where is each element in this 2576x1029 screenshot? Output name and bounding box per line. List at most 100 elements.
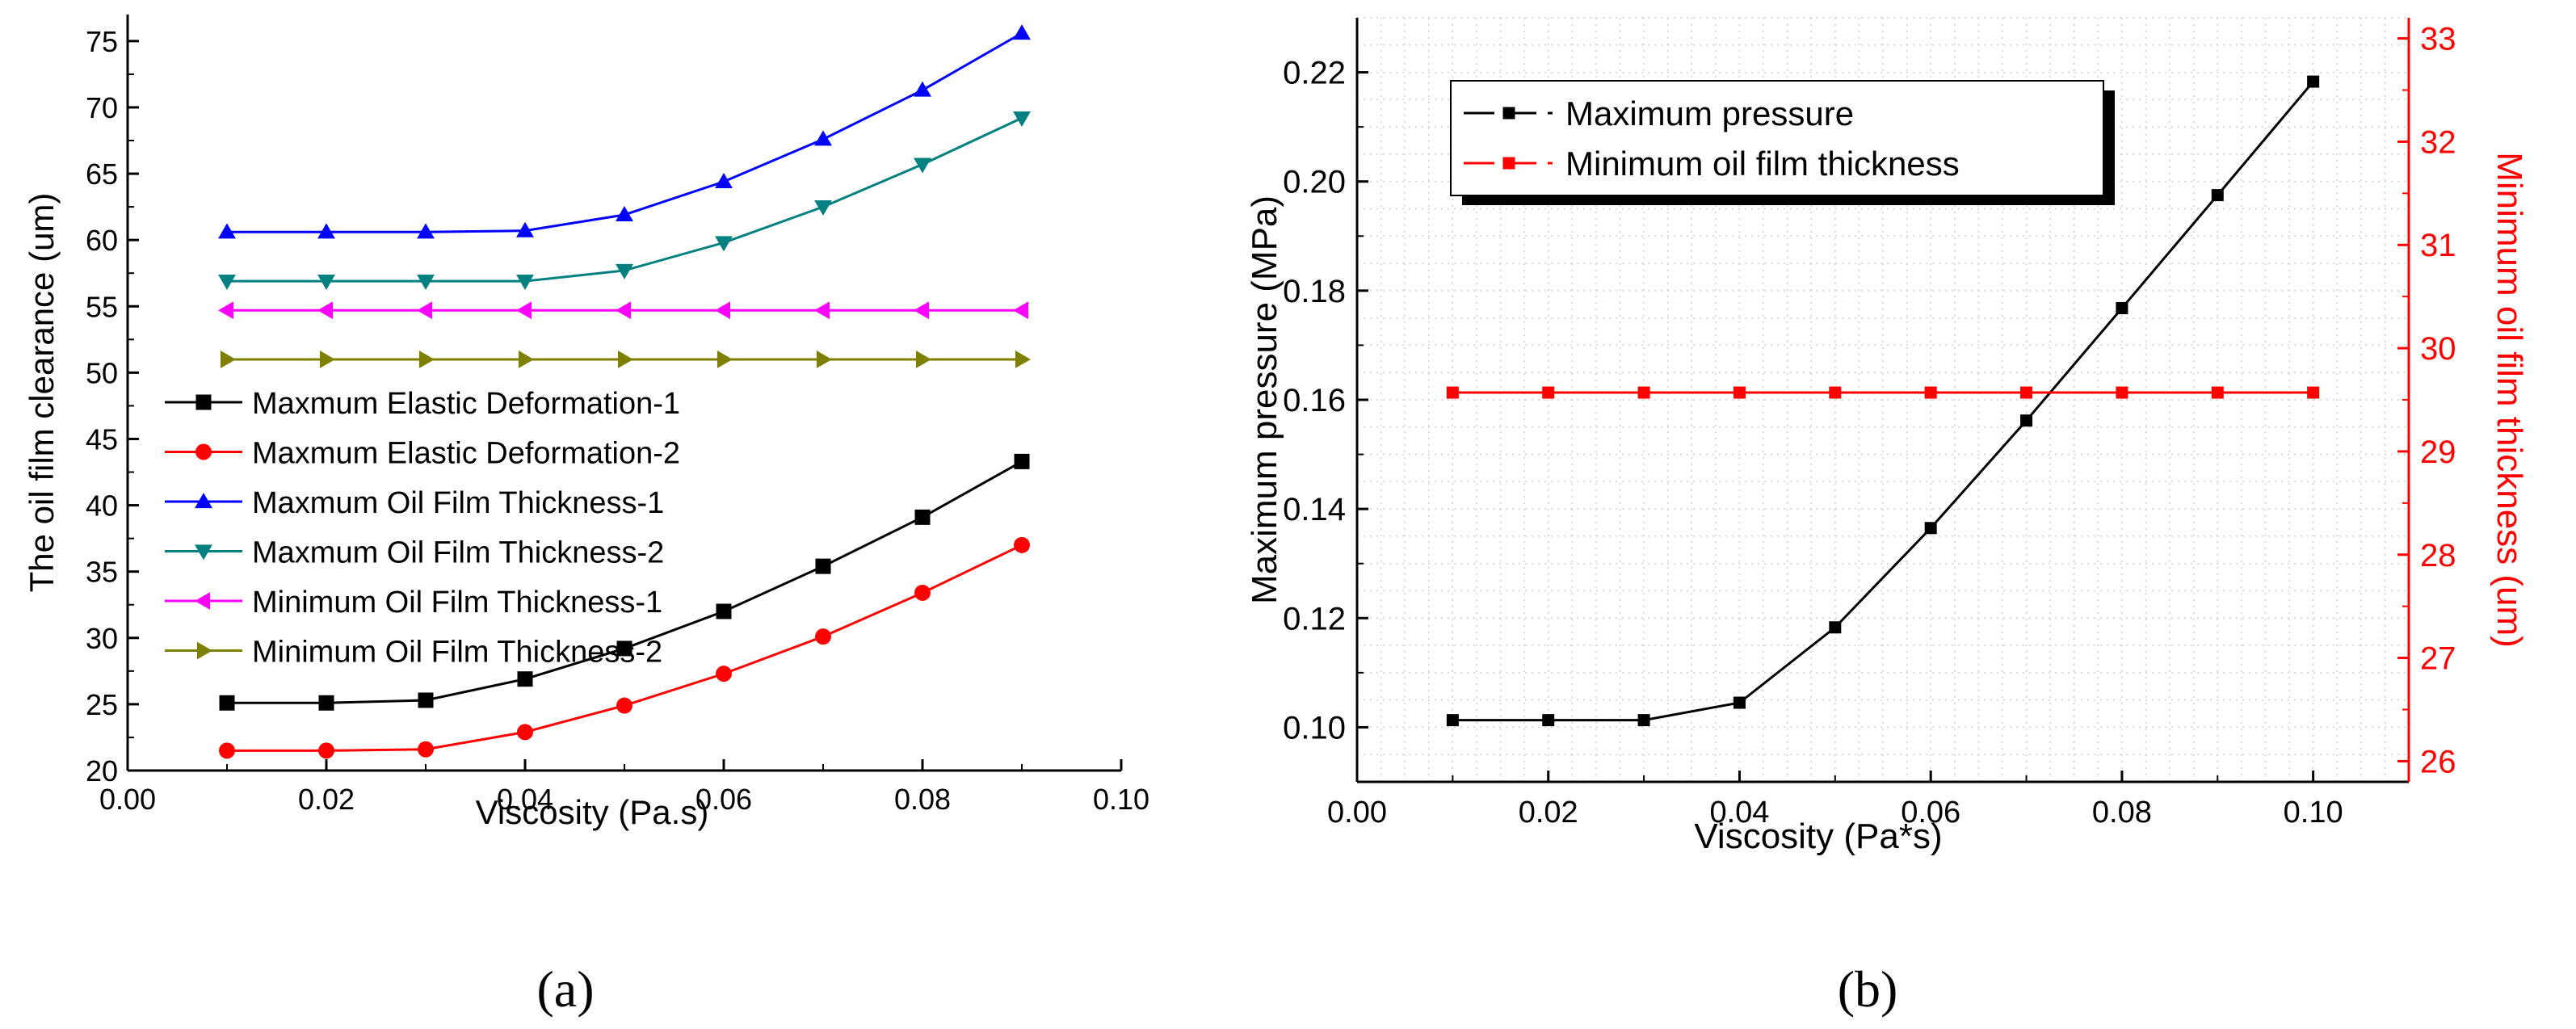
chart-b-legend-label-0: Maximum pressure (1565, 94, 1854, 132)
chart-a-x-tick-label-2: 0.04 (497, 783, 553, 816)
chart-b-y-tick-label-3: 0.16 (1283, 383, 1346, 418)
chart-a-panel-label: (a) (536, 960, 594, 1018)
chart-b-series-1-point-8 (2211, 386, 2224, 399)
chart-a-series-4 (218, 301, 1029, 320)
chart-a-x-tick-label-5: 0.10 (1093, 783, 1149, 816)
chart-b-series-1-point-9 (2307, 386, 2320, 399)
chart-a-series-4-point-1 (317, 301, 334, 320)
chart-b-panel-label: (b) (1838, 960, 1898, 1018)
chart-a-series-3-point-6 (814, 200, 832, 216)
chart-b-y2-tick-label-6: 32 (2420, 124, 2456, 160)
chart-a-legend-label-5: Minimum Oil Film Thickness-2 (252, 636, 662, 670)
chart-a-series-4-point-8 (1013, 301, 1029, 320)
chart-b-y-tick-label-4: 0.18 (1283, 274, 1346, 309)
chart-a-y-tick-label-3: 35 (86, 556, 118, 589)
chart-a-series-4-point-2 (417, 301, 433, 320)
chart-a-series-2-point-0 (218, 223, 236, 239)
chart-b-x-tick-label-2: 0.04 (1709, 796, 1769, 830)
chart-a-y-tick-label-4: 40 (86, 489, 118, 523)
chart-a-legend-marker-4 (195, 592, 211, 610)
chart-a-legend-marker-5 (196, 641, 212, 660)
chart-b-legend-marker-1 (1502, 157, 1515, 170)
chart-b-x-axis-label: Viscosity (Pa*s) (1694, 817, 1942, 856)
chart-a-y-tick-label-11: 75 (86, 25, 118, 58)
chart-b-y2-tick-label-1: 27 (2420, 641, 2456, 677)
chart-a-y-tick-label-8: 60 (86, 224, 118, 257)
chart-b-legend-box (1450, 80, 2104, 196)
chart-b-y2-tick-label-2: 28 (2420, 538, 2456, 573)
chart-a-y-tick-label-7: 55 (86, 290, 118, 323)
chart-b-series-0-point-1 (1542, 714, 1555, 727)
chart-a-series-1-point-8 (1014, 536, 1030, 553)
chart-a-legend: Maxmum Elastic Deformation-1 Maxmum Elast… (165, 387, 680, 670)
chart-b-legend: Maximum pressure Minimum oil film thickne… (1450, 80, 2115, 205)
chart-a-series-0-point-2 (418, 692, 434, 708)
chart-a-series-1-point-2 (418, 741, 434, 758)
chart-b-series-1-point-7 (2116, 386, 2128, 399)
chart-a-series-2 (218, 24, 1031, 239)
chart-a-series-2-point-4 (616, 206, 633, 222)
chart-a-legend-marker-3 (195, 544, 212, 561)
chart-a-y-tick-label-0: 20 (86, 754, 118, 788)
chart-b-series-0-point-9 (2307, 75, 2320, 88)
chart-b-series-1-point-2 (1637, 386, 1650, 399)
chart-a-legend-marker-2 (195, 493, 212, 509)
chart-a-series-3-point-2 (417, 274, 435, 290)
chart-a-series-0-point-3 (517, 671, 533, 687)
chart-a-legend-marker-0 (195, 394, 212, 410)
chart-a-legend-label-2: Maxmum Oil Film Thickness-1 (252, 486, 664, 520)
chart-a-series-5-point-0 (220, 351, 236, 368)
chart-a-series-5-point-6 (816, 351, 832, 368)
chart-a-x-tick-label-3: 0.06 (695, 783, 752, 816)
chart-b-legend-marker-0 (1502, 107, 1515, 120)
chart-a-series-0-point-4 (616, 640, 632, 657)
chart-b-y-tick-label-1: 0.12 (1283, 601, 1346, 636)
chart-a-series-1-point-6 (815, 628, 831, 645)
chart-a-x-tick-label-1: 0.02 (298, 783, 355, 816)
chart-b-series-0-point-3 (1733, 696, 1746, 709)
chart-a-series-5-point-7 (915, 351, 931, 368)
chart-b-y-tick-label-0: 0.10 (1283, 710, 1346, 746)
chart-a-series-1-point-3 (517, 724, 533, 741)
chart-a-series-5 (220, 351, 1031, 368)
chart-a-series-4-point-5 (715, 301, 731, 320)
chart-a-series-4-point-3 (516, 301, 532, 320)
chart-a-series-2-point-5 (715, 172, 733, 188)
chart-a-legend-label-1: Maxmum Elastic Deformation-2 (252, 437, 680, 471)
chart-b-series-1-point-5 (1924, 386, 1937, 399)
chart-a-series-5-point-3 (518, 351, 534, 368)
chart-a-series-0-point-6 (815, 558, 831, 574)
chart-a-series-1-point-4 (616, 697, 632, 714)
chart-a-x-axis-label: Viscosity (Pa.s) (476, 793, 709, 831)
chart-b-series-0 (1446, 75, 2320, 727)
chart-a-series-1-point-1 (318, 742, 334, 759)
chart-a-legend-label-0: Maxmum Elastic Deformation-1 (252, 387, 680, 421)
chart-b-series-1 (1446, 386, 2320, 399)
chart-a-y-tick-label-5: 45 (86, 422, 118, 456)
chart-a-series-3-point-7 (914, 158, 931, 174)
chart-b-x-tick-label-4: 0.08 (2092, 796, 2152, 830)
chart-a-series-5-point-1 (319, 351, 335, 368)
chart-a-legend-label-3: Maxmum Oil Film Thickness-2 (252, 536, 664, 570)
chart-b-x-tick-label-1: 0.02 (1519, 796, 1578, 830)
chart-b-y2-tick-label-5: 31 (2420, 228, 2456, 263)
chart-a-x-tick-label-0: 0.00 (99, 783, 156, 816)
chart-b-series-0-point-8 (2211, 189, 2224, 202)
chart-b-y2-tick-label-3: 29 (2420, 435, 2456, 470)
chart-b-series-1-point-4 (1829, 386, 1842, 399)
chart-a-series-5-point-2 (418, 351, 435, 368)
chart-a-series-2-point-6 (814, 130, 832, 146)
chart-a-series-3-point-5 (715, 236, 733, 252)
chart-b-series-1-point-1 (1542, 386, 1555, 399)
chart-a-series-5-point-4 (617, 351, 633, 368)
chart-b-series-0-point-5 (1924, 522, 1937, 535)
chart-a-series-1-point-7 (914, 584, 931, 601)
chart-a-y-axis-label: The oil film clearance (um) (23, 193, 61, 593)
chart-a-series-1-point-5 (716, 666, 732, 682)
chart-a-y-tick-label-2: 30 (86, 622, 118, 655)
chart-a-y-tick-label-1: 25 (86, 688, 118, 721)
chart-a-series-0-point-7 (914, 509, 931, 525)
chart-b-y2-axis-label: Minimum oil film thickness (um) (2490, 152, 2529, 648)
chart-a-series-2-point-1 (317, 223, 335, 239)
